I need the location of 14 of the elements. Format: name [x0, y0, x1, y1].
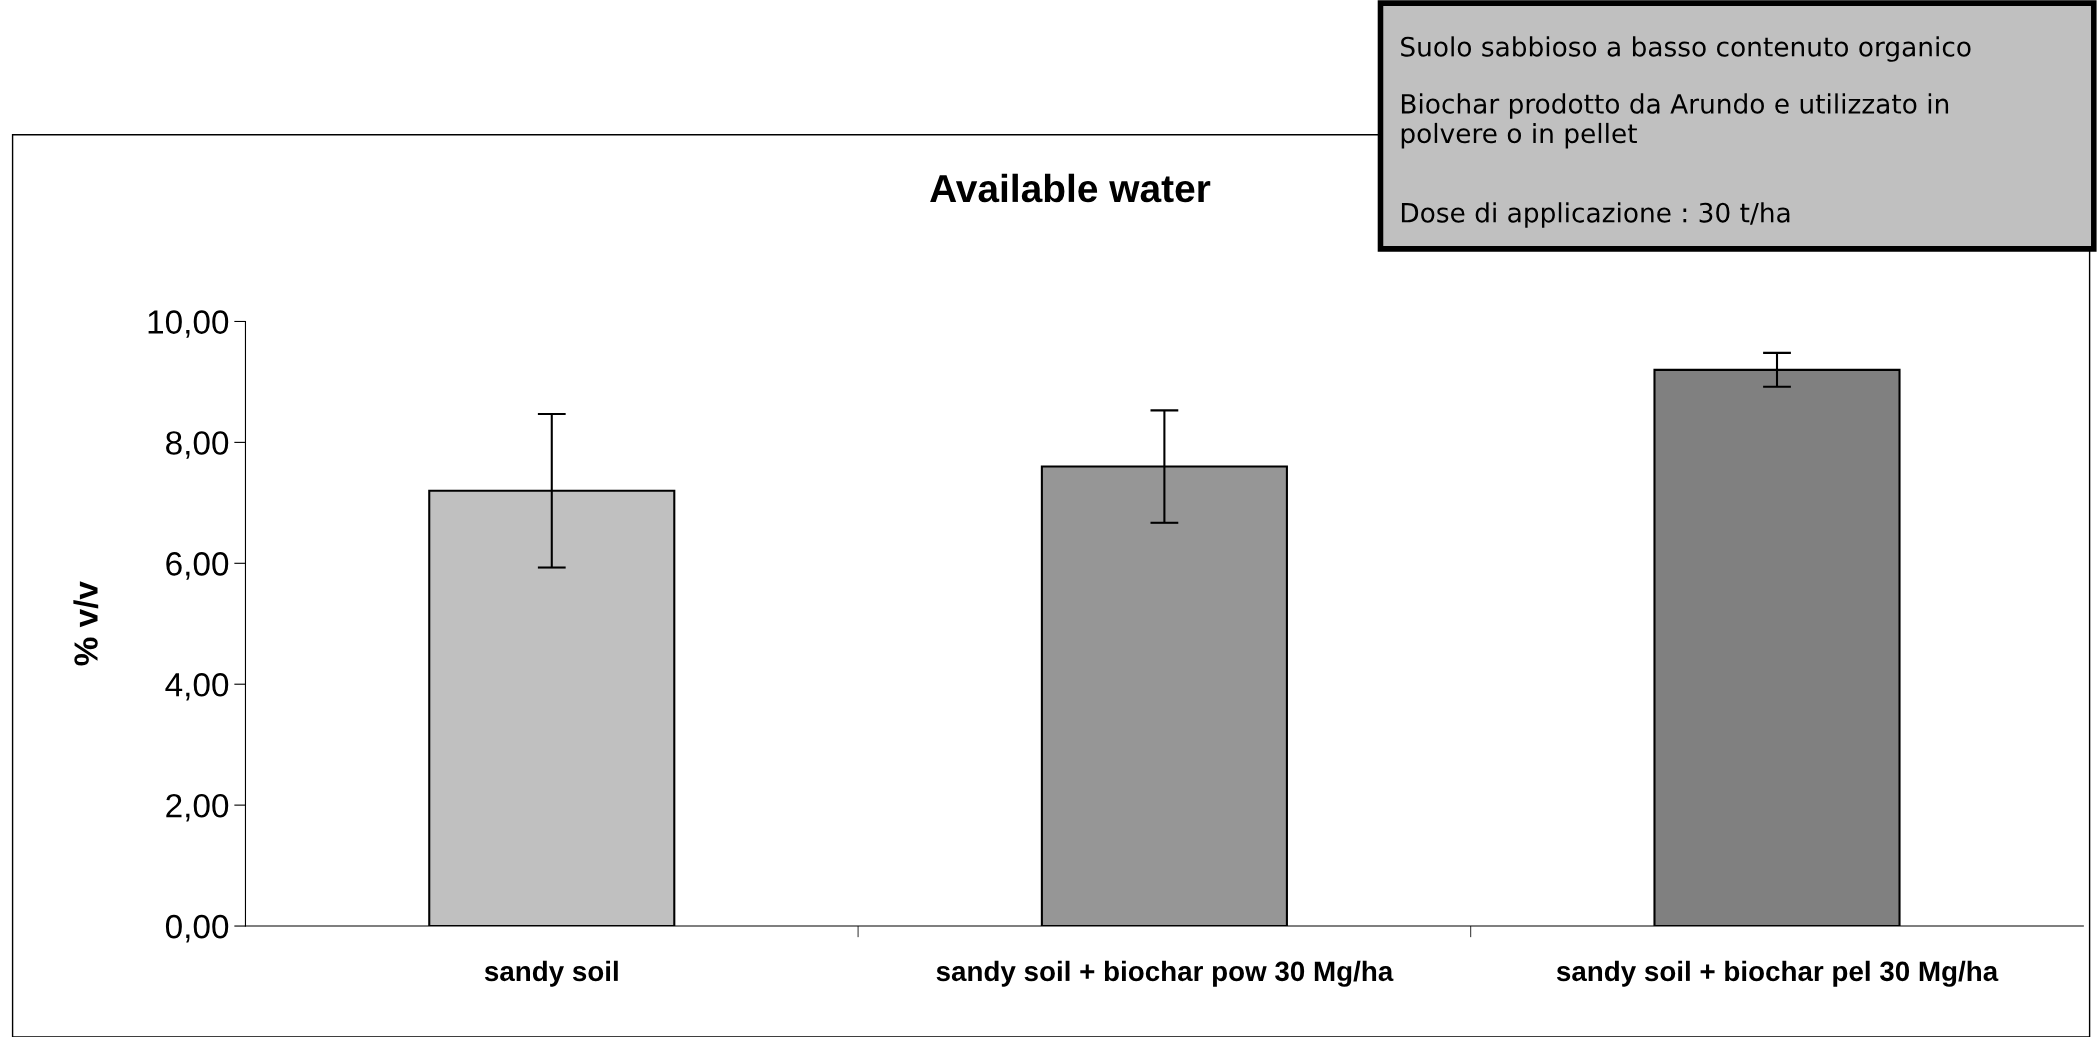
y-tick-label: 2,00: [166, 793, 229, 822]
y-axis-title: % v/v: [73, 581, 99, 666]
x-tick-label: sandy soil + biochar pow 30 Mg/ha: [936, 960, 1394, 987]
y-tick-label: 0,00: [165, 914, 229, 943]
text: Dose di applicazione : 30 t/ha: [1401, 202, 1790, 228]
y-tick-label: 8,00: [166, 431, 229, 459]
y-tick-label: 4,00: [165, 673, 229, 701]
text: Biochar prodotto da Arundo e utilizzato in polvere o in pellet: [1401, 93, 1949, 149]
chart-title: Available water: [930, 173, 1211, 203]
y-tick-label: 6,00: [166, 552, 229, 580]
y-tick-label: 10,00: [148, 310, 229, 338]
text: Suolo sabbioso a basso contenuto organico: [1401, 36, 1971, 62]
x-tick-label: sandy soil + biochar pel 30 Mg/ha: [1556, 960, 1999, 987]
x-tick-label: sandy soil: [484, 960, 618, 987]
